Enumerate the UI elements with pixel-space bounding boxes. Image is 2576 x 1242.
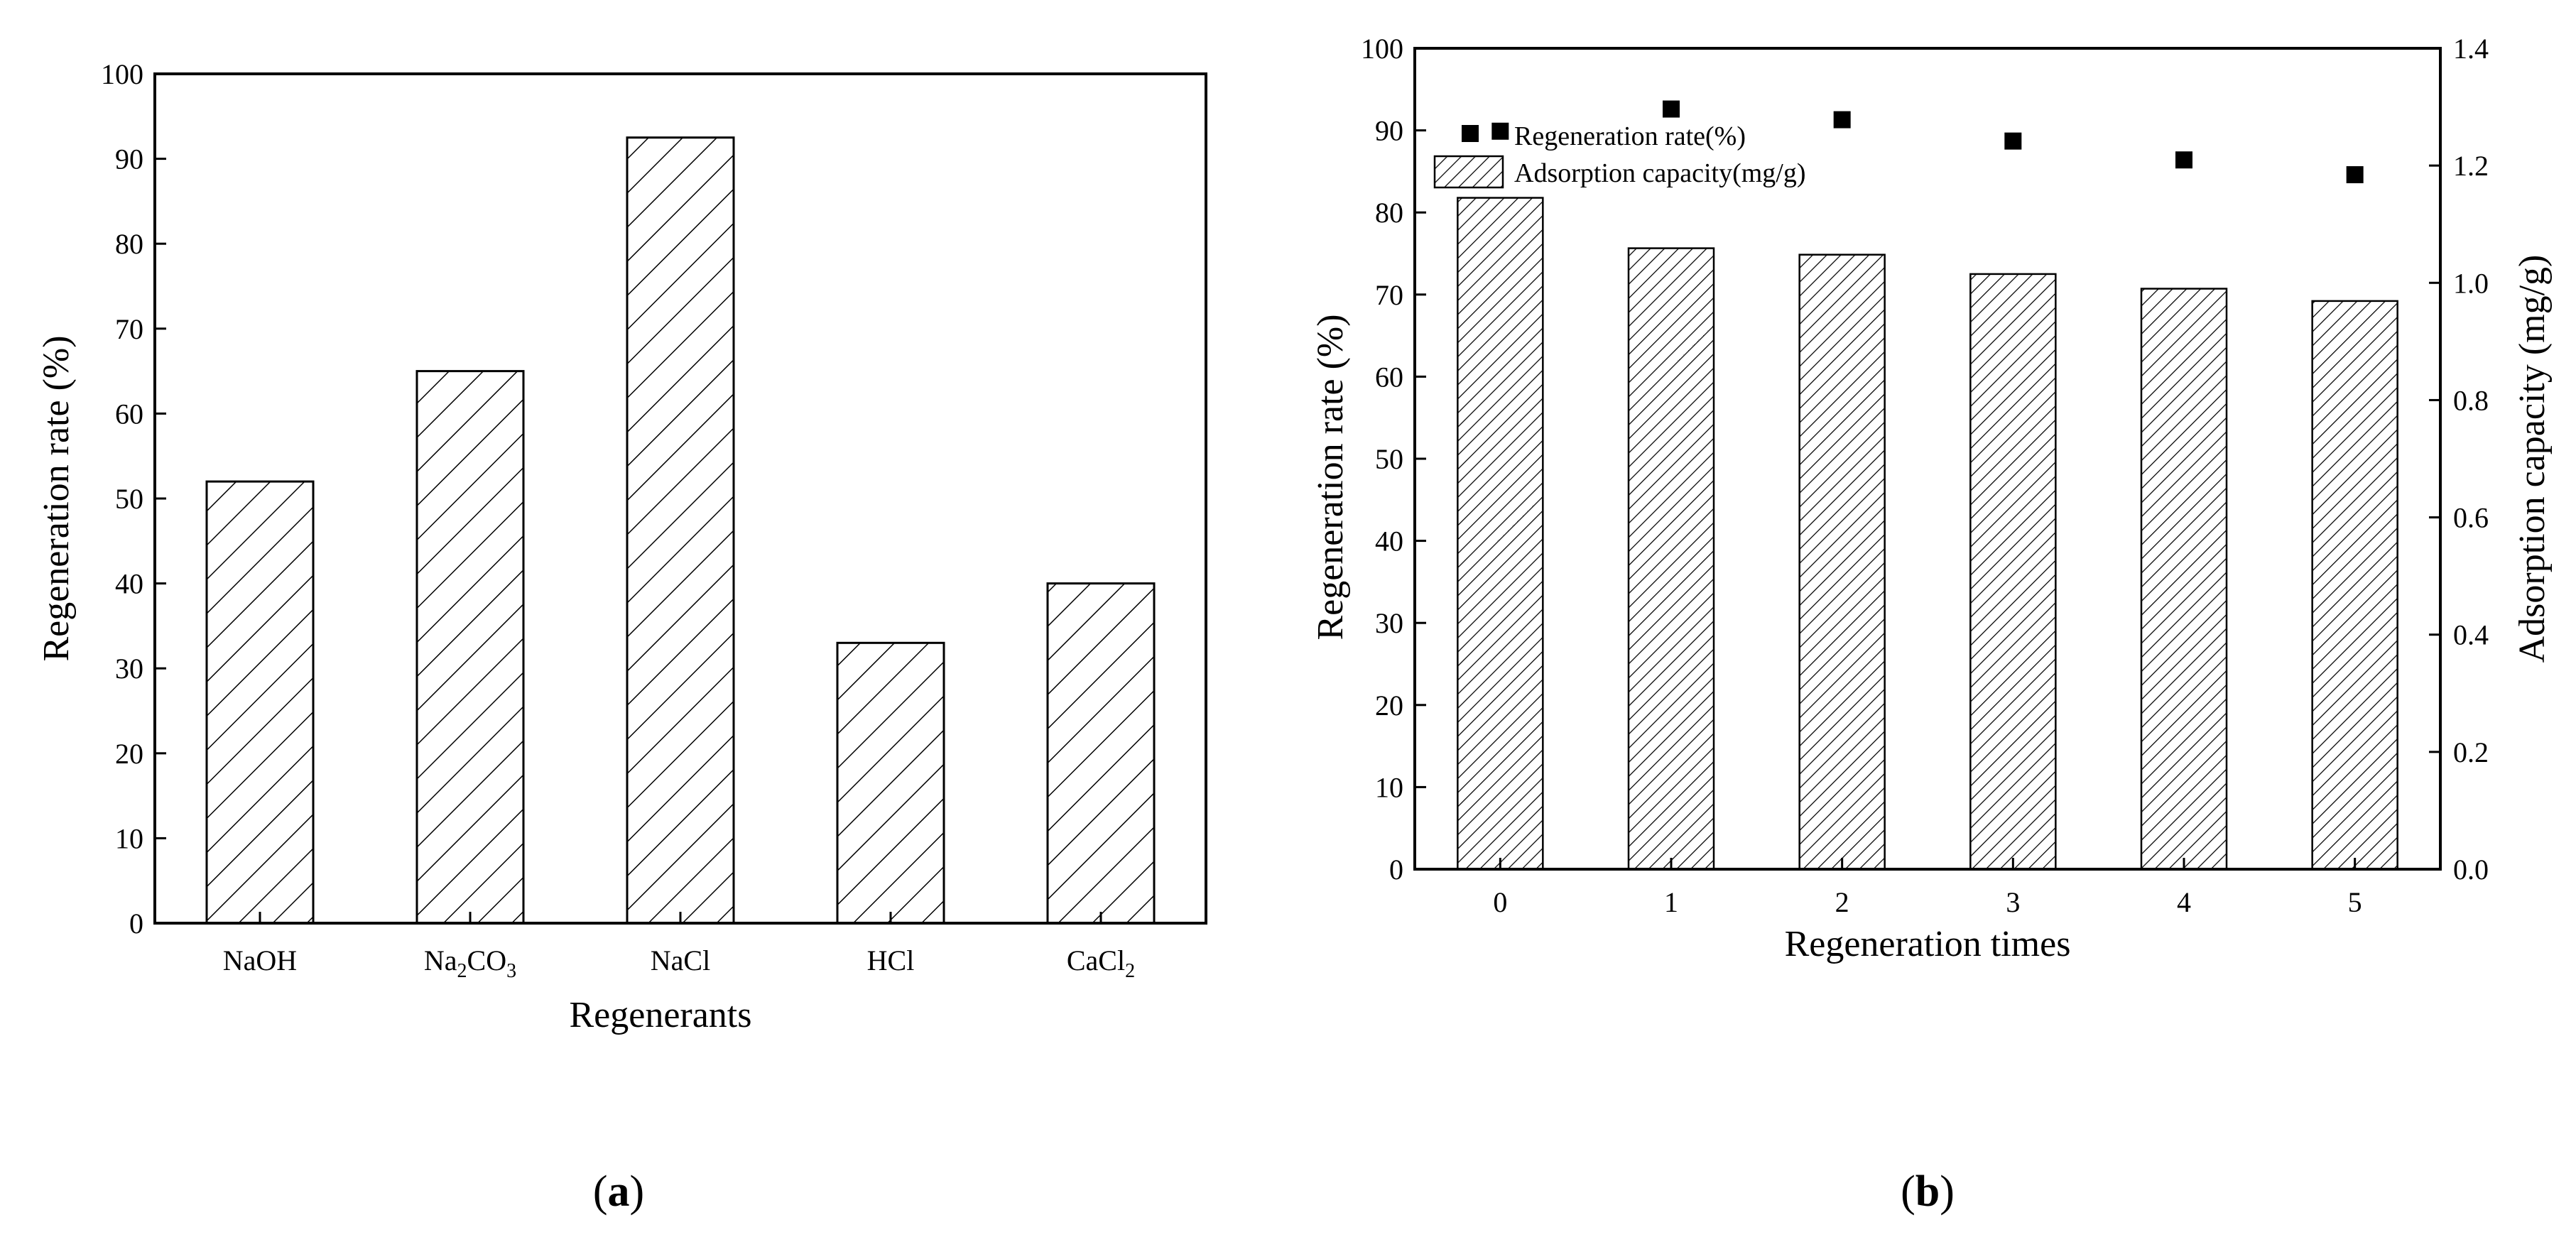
panel-a-y-tick-label: 90 [115, 143, 143, 175]
panel-a-bar [626, 136, 735, 925]
panel-b-y-tick-label-left: 30 [1375, 607, 1403, 639]
panel-b-y-tick-label-left: 60 [1375, 361, 1403, 393]
panel-a-y-tick-label: 30 [115, 653, 143, 685]
panel-b-y-tick-label-left: 70 [1375, 279, 1403, 311]
panel-b-point [1663, 100, 1680, 118]
legend-label-adsorption-capacity: Adsorption capacity(mg/g) [1514, 158, 1806, 188]
panel-b-y-tick-label-right: 1.0 [2453, 267, 2489, 299]
panel-b-point [2004, 132, 2022, 150]
panel-b-y-ticks-left: 0 10 20 30 40 50 60 70 80 90 100 [1361, 33, 1426, 886]
panel-b-y-tick-label-left: 90 [1375, 115, 1403, 147]
legend-swatch-adsorption-capacity [1433, 155, 1504, 189]
panel-b-y-tick-label-right: 0.8 [2453, 384, 2489, 416]
panel-b-x-tick-label: 3 [2006, 886, 2020, 918]
panel-b-y-ticks-right: 0.0 0.2 0.4 0.6 0.8 1.0 1.2 1.4 [2429, 33, 2489, 886]
panel-a-bar [205, 480, 315, 925]
panel-b-point [2346, 166, 2364, 184]
panel-b-point [1833, 111, 1851, 129]
panel-b-y-tick-label-right: 0.4 [2453, 619, 2489, 651]
panel-a-x-tick-label: NaCl [651, 944, 710, 976]
panel-b-point [1491, 122, 1509, 140]
panel-a-label: (a) [593, 1167, 644, 1216]
panel-a-y-tick-label: 50 [115, 483, 143, 515]
panel-a-x-tick-label: CaCl2 [1067, 944, 1135, 982]
panel-b-y-tick-label-left: 20 [1375, 690, 1403, 721]
panel-b-y-tick-label-left: 50 [1375, 443, 1403, 475]
panel-a-y-tick-label: 0 [129, 908, 143, 939]
panel-b-x-tick-label: 0 [1493, 886, 1507, 918]
panel-b-y-axis-title-left: Regeneration rate (%) [1310, 314, 1351, 640]
panel-a-y-tick-label: 60 [115, 398, 143, 430]
panel-b-y-tick-label-left: 80 [1375, 197, 1403, 229]
panel-b-point [2175, 151, 2192, 169]
panel-a-y-tick-label: 100 [101, 58, 143, 90]
panel-b-bar [1798, 254, 1886, 871]
panel-a-letter: a [608, 1167, 630, 1216]
panel-a-y-ticks: 0 10 20 30 40 50 60 70 80 90 100 [101, 58, 166, 939]
panel-b-letter: b [1915, 1167, 1940, 1216]
panel-b-y-tick-label-right: 1.2 [2453, 150, 2489, 182]
panel-a: 0 10 20 30 40 50 60 70 80 90 100 NaOH Na2CO3 NaCl HCl… [36, 58, 1207, 1216]
panel-a-y-tick-label: 40 [115, 568, 143, 600]
panel-b-x-tick-label: 5 [2348, 886, 2362, 918]
panel-b-x-tick-label: 4 [2177, 886, 2191, 918]
panel-a-bar [836, 641, 945, 925]
panel-a-y-tick-label: 70 [115, 313, 143, 345]
panel-b-y-tick-label-left: 0 [1389, 854, 1403, 886]
panel-a-bar [1046, 582, 1156, 925]
panel-b-label: (b) [1901, 1167, 1955, 1216]
panel-b-points [1491, 100, 2364, 184]
panel-b-y-axis-title-right: Adsorption capacity (mg/g) [2512, 255, 2553, 663]
panel-a-y-axis-title: Regeneration rate (%) [36, 335, 77, 661]
panel-b-x-tick-label: 1 [1664, 886, 1678, 918]
legend-label-regeneration-rate: Regeneration rate(%) [1514, 121, 1746, 151]
panel-b-x-ticks: 0 1 2 3 4 5 [1493, 858, 2362, 918]
panel-b-y-tick-label-left: 40 [1375, 525, 1403, 557]
panel-a-bars [205, 136, 1156, 925]
panel-b-bar [1969, 273, 2057, 871]
panel-a-y-tick-label: 80 [115, 228, 143, 260]
panel-a-x-axis-title: Regenerants [569, 995, 751, 1035]
panel-a-x-tick-label: Na2CO3 [424, 944, 516, 982]
panel-b-y-tick-label-right: 0.6 [2453, 502, 2489, 534]
panel-b-bar [1627, 247, 1715, 871]
panel-a-y-tick-label: 10 [115, 822, 143, 854]
panel-b-legend: Regeneration rate(%) Adsorption capacity… [1433, 121, 1806, 189]
panel-a-bar [415, 370, 525, 925]
panel-b-x-axis-title: Regeneration times [1785, 924, 2071, 964]
panel-b-y-tick-label-right: 1.4 [2453, 33, 2489, 65]
panel-b-y-tick-label-left: 10 [1375, 771, 1403, 803]
panel-b-bar [1457, 197, 1544, 871]
panel-b-y-tick-label-right: 0.2 [2453, 736, 2489, 768]
panel-b-x-tick-label: 2 [1835, 886, 1849, 918]
legend-marker-regeneration-rate [1462, 125, 1479, 142]
panel-b-y-tick-label-right: 0.0 [2453, 854, 2489, 886]
panel-a-x-ticks: NaOH Na2CO3 NaCl HCl CaCl2 [223, 912, 1135, 982]
panel-a-x-tick-label: NaOH [223, 944, 297, 976]
panel-b-bar [2140, 288, 2228, 871]
panel-a-y-tick-label: 20 [115, 738, 143, 770]
panel-a-x-tick-label: HCl [867, 944, 915, 976]
panel-b-y-tick-label-left: 100 [1361, 33, 1403, 65]
panel-b-bar [2311, 300, 2398, 871]
panel-b-bars [1457, 197, 2398, 871]
